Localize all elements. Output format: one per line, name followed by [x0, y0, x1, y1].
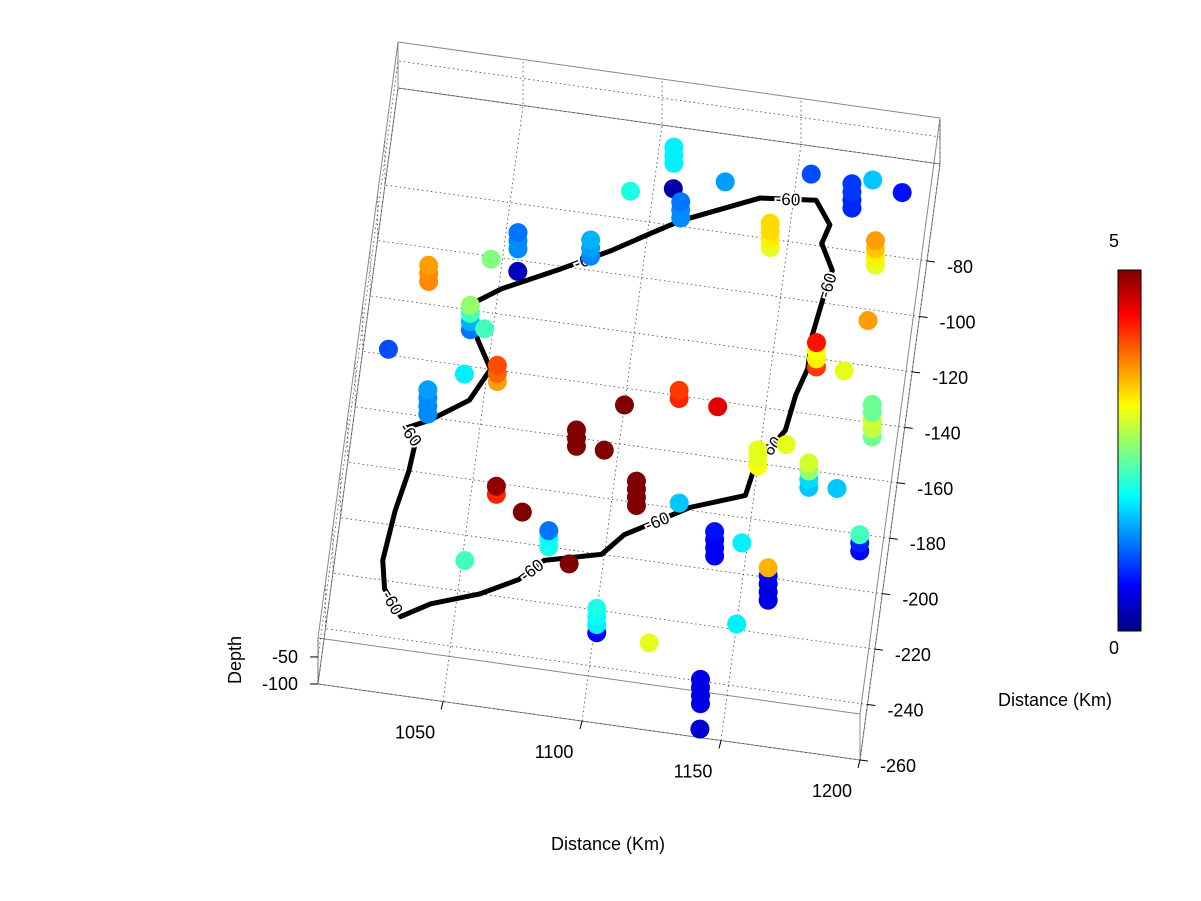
data-point	[487, 355, 507, 375]
colorbar-tick-label: 0	[1109, 638, 1119, 658]
plot-area: -60-60-60-60-60-60-60-60	[376, 137, 912, 739]
data-point	[806, 333, 826, 353]
data-point	[486, 476, 506, 496]
y-tick-label: -100	[940, 312, 976, 332]
data-point	[512, 502, 532, 522]
x-tick	[579, 720, 583, 730]
axes-box-edge	[859, 117, 941, 715]
y-tick-label: -160	[917, 479, 953, 499]
axes-box-edge	[317, 87, 399, 685]
z-axis-label: Depth	[225, 636, 245, 684]
data-point	[508, 223, 528, 243]
data-point	[559, 554, 579, 574]
axes-back	[310, 41, 941, 769]
data-point	[690, 669, 710, 689]
data-point	[842, 174, 862, 194]
data-point	[639, 633, 659, 653]
grid-line	[377, 194, 920, 317]
x-tick-label: 1200	[812, 781, 852, 801]
data-point	[419, 255, 439, 275]
y-tick	[919, 315, 928, 318]
data-point	[418, 380, 438, 400]
data-point	[760, 213, 780, 233]
x-axis-label: Distance (Km)	[551, 834, 665, 854]
contour-line	[380, 195, 835, 620]
y-tick-label: -120	[932, 368, 968, 388]
y-tick	[904, 426, 913, 429]
y-tick	[882, 593, 891, 596]
y-tick-label: -80	[947, 257, 973, 277]
x-tick-label: 1050	[395, 723, 435, 743]
y-tick	[867, 704, 876, 707]
data-point	[834, 361, 854, 381]
x-tick-label: 1100	[535, 742, 574, 762]
y-tick-label: -180	[910, 534, 946, 554]
data-point	[475, 319, 495, 339]
y-axis-label: Distance (Km)	[998, 690, 1112, 710]
axes-box-edge	[397, 41, 941, 119]
data-point	[669, 380, 689, 400]
data-point	[481, 249, 501, 269]
y-tick-label: -220	[895, 645, 931, 665]
colorbar-tick-label: 5	[1109, 231, 1119, 251]
y-tick	[897, 482, 906, 485]
data-point	[587, 598, 607, 618]
data-point	[850, 525, 870, 545]
data-point	[581, 230, 601, 250]
data-point	[378, 339, 398, 359]
data-point	[858, 311, 878, 331]
x-tick-label: 1150	[674, 762, 713, 782]
data-point	[827, 478, 847, 498]
data-point	[454, 364, 474, 384]
x-tick	[718, 740, 722, 749]
contour-label: -60	[815, 271, 841, 300]
y-tick	[889, 537, 898, 540]
data-point	[799, 453, 819, 473]
colorbar	[1117, 269, 1142, 632]
data-point	[669, 493, 689, 513]
data-point	[671, 192, 691, 212]
data-point	[863, 170, 883, 190]
data-point	[539, 521, 559, 541]
y-tick-label: -140	[925, 423, 961, 443]
data-point	[614, 395, 634, 415]
data-point	[865, 231, 885, 251]
data-point	[626, 471, 646, 491]
y-tick-label: -200	[902, 590, 938, 610]
data-point	[776, 435, 796, 455]
data-point	[664, 137, 684, 157]
contour-label: -60	[642, 508, 672, 535]
x-tick	[440, 701, 444, 710]
z-tick-label: -100	[262, 674, 298, 694]
data-point	[862, 394, 882, 414]
y-tick	[874, 648, 883, 651]
data-point	[708, 397, 728, 417]
y-tick	[926, 260, 936, 263]
z-tick-label: -50	[272, 647, 298, 667]
y-tick	[859, 759, 869, 762]
x-tick	[857, 759, 861, 769]
data-point	[690, 719, 710, 739]
y-tick-label: -240	[887, 701, 923, 721]
data-point	[801, 164, 821, 184]
y-tick-label: -260	[880, 756, 916, 776]
data-point	[758, 558, 778, 578]
data-point	[455, 551, 475, 571]
data-point	[594, 440, 614, 460]
data-point	[566, 420, 586, 440]
contour-label: -60	[775, 190, 800, 210]
data-point	[732, 533, 752, 553]
data-point	[705, 522, 725, 542]
data-point	[621, 181, 641, 201]
data-point	[508, 261, 528, 281]
grid-line	[317, 60, 941, 657]
data-point	[892, 183, 912, 203]
axes-box-edge	[317, 637, 861, 715]
data-point	[748, 440, 768, 460]
data-point	[460, 295, 480, 315]
data-point	[727, 614, 747, 634]
data-point	[715, 172, 735, 192]
y-tick	[912, 371, 921, 374]
